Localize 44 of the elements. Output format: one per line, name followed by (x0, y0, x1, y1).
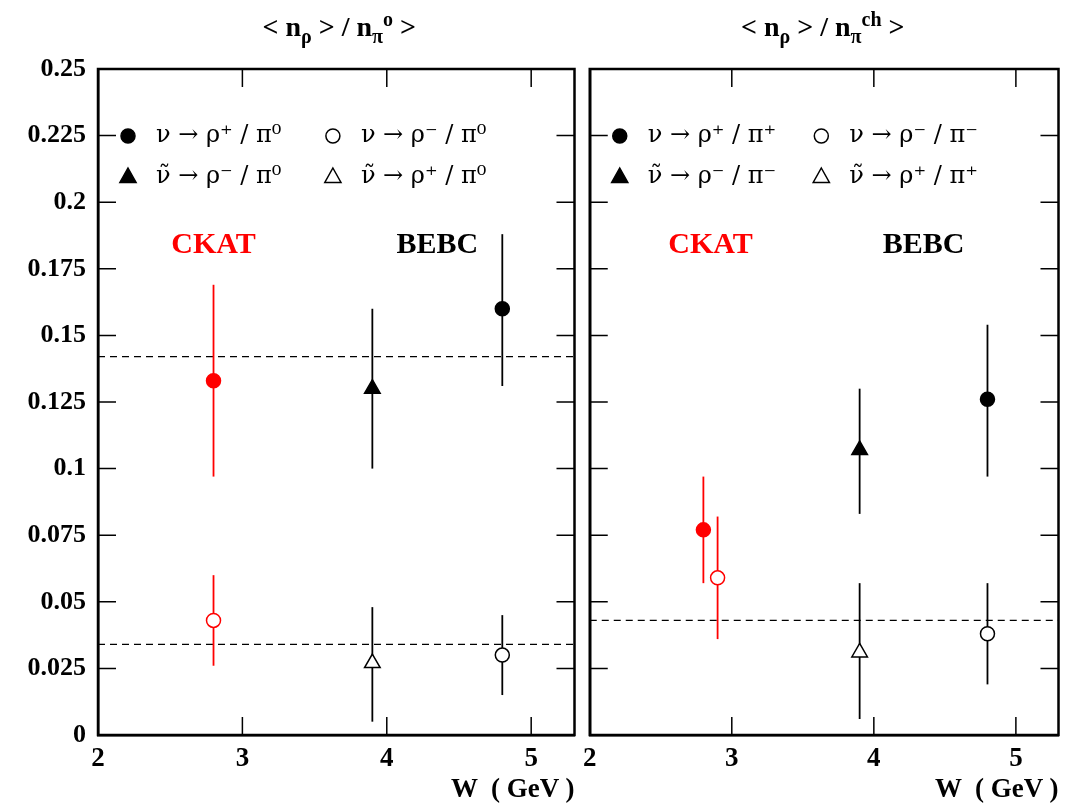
x-axis-title: W ( GeV ) (451, 772, 575, 803)
x-tick-label: 2 (91, 742, 105, 773)
point (363, 653, 381, 669)
point (979, 626, 996, 642)
point (494, 301, 511, 317)
chart-title: < n$_{ρ}$ > / n$_{π}$$^{ch}$ > (741, 8, 905, 48)
x-tick-label: 5 (524, 742, 538, 773)
y-tick-label: 0.25 (40, 52, 86, 82)
legend-label: ν → ρ⁻ / π⁻ (849, 120, 978, 149)
annotation: CKAT (668, 225, 753, 259)
legend-label: ν → ρ⁺ / π⁺ (647, 120, 777, 149)
x-tick-label: 2 (583, 742, 597, 773)
x-tick-label: 3 (235, 742, 250, 773)
point (695, 522, 712, 538)
y-tick-label: 0.225 (27, 119, 86, 149)
point (205, 372, 222, 389)
y-tick-label: 0.05 (40, 585, 86, 615)
y-tick-label: 0.025 (27, 652, 86, 682)
y-tick-label: 0.075 (27, 518, 86, 548)
legend-label: ν̃ → ρ⁻ / π⁰ (156, 161, 282, 190)
legend-label: ν̃ → ρ⁺ / π⁺ (849, 161, 978, 190)
y-tick-label: 0.125 (27, 385, 86, 415)
x-axis-title: W ( GeV ) (935, 772, 1059, 803)
x-tick-label: 4 (867, 742, 881, 773)
legend-label: ν → ρ⁺ / π⁰ (156, 120, 282, 149)
chart-title: < n$_{ρ}$ > / n$_{π}$$^{o}$ > (262, 8, 416, 48)
point (205, 612, 222, 629)
x-tick-label: 3 (725, 742, 739, 773)
y-tick-label: 0.2 (53, 185, 86, 215)
y-tick-label: 0.1 (53, 452, 86, 482)
legend-label: ν̃ → ρ⁺ / π⁰ (360, 161, 487, 190)
x-tick-label: 4 (380, 742, 394, 773)
y-tick-label: 0.175 (27, 252, 86, 282)
y-tick-label: 0.15 (40, 319, 86, 349)
x-tick-label: 5 (1009, 742, 1023, 773)
point (709, 570, 726, 586)
y-tick-label: 0 (73, 718, 86, 748)
annotation: BEBC (396, 225, 479, 259)
point (494, 647, 511, 663)
annotation: CKAT (171, 225, 256, 259)
legend-label: ν̃ → ρ⁻ / π⁻ (647, 161, 777, 190)
point (979, 391, 996, 408)
annotation: BEBC (882, 225, 965, 259)
legend-label: ν → ρ⁻ / π⁰ (360, 120, 487, 149)
